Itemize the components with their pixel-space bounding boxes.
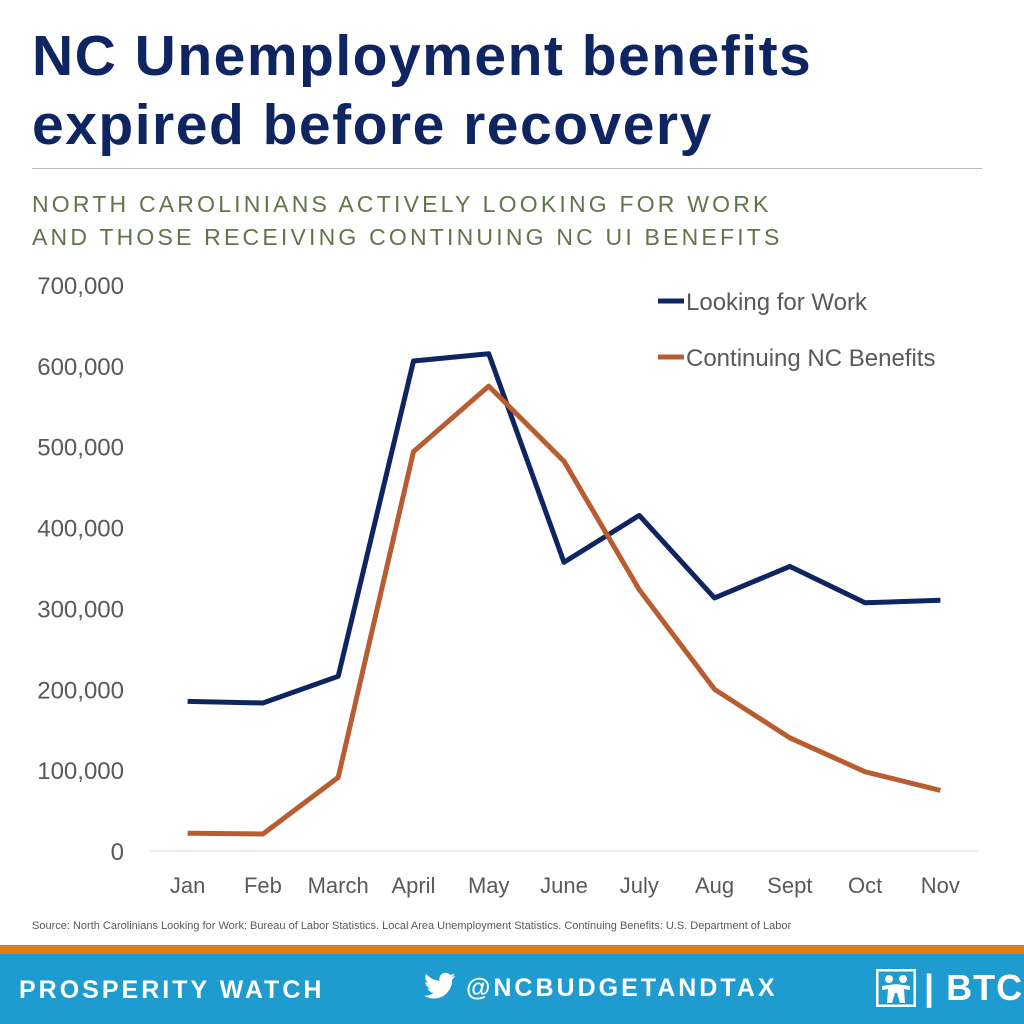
series-line-continuing-benefits <box>187 383 941 837</box>
x-tick-label: Oct <box>848 873 882 898</box>
btc-emblem-icon <box>876 969 916 1007</box>
y-axis: 0 100,000 200,000 300,000 400,000 500,000 600,… <box>37 273 124 866</box>
footer-bar: PROSPERITY WATCH @NCBUDGETANDTAX | BTC <box>0 954 1024 1024</box>
line-chart: 0 100,000 200,000 300,000 400,000 500,000 600,… <box>37 273 978 898</box>
legend: Looking for Work Continuing NC Benefits <box>658 289 935 372</box>
y-tick-label: 300,000 <box>37 596 124 623</box>
page-title: NC Unemployment benefits expired before … <box>32 24 813 157</box>
twitter-bird-icon <box>424 972 456 1005</box>
title-divider <box>32 168 982 169</box>
x-tick-label: March <box>308 873 369 898</box>
footer-handle-text: @NCBUDGETANDTAX <box>466 973 778 1002</box>
y-tick-label: 700,000 <box>37 273 124 300</box>
subtitle-line-1: NORTH CAROLINIANS ACTIVELY LOOKING FOR W… <box>32 191 772 217</box>
y-tick-label: 400,000 <box>37 516 124 543</box>
x-tick-label: April <box>391 873 435 898</box>
y-tick-label: 500,000 <box>37 435 124 462</box>
btc-logo-text: | BTC <box>924 967 1024 1008</box>
series-layer <box>187 351 941 837</box>
x-tick-label: May <box>468 873 510 898</box>
footer-accent-stripe <box>0 945 1024 954</box>
legend-label: Looking for Work <box>686 289 868 316</box>
footer-prosperity-watch: PROSPERITY WATCH <box>19 976 325 1004</box>
chart-subtitle: NORTH CAROLINIANS ACTIVELY LOOKING FOR W… <box>32 188 992 254</box>
x-tick-label: July <box>620 873 659 898</box>
y-tick-label: 100,000 <box>37 758 124 785</box>
legend-label: Continuing NC Benefits <box>686 345 935 372</box>
x-tick-label: Jan <box>170 873 205 898</box>
x-tick-label: June <box>540 873 588 898</box>
btc-logo: | BTC <box>876 967 1024 1008</box>
subtitle-line-2: AND THOSE RECEIVING CONTINUING NC UI BEN… <box>32 224 783 250</box>
source-note: Source: North Carolinians Looking for Wo… <box>32 920 792 932</box>
x-axis: Jan Feb March April May June July Aug Sept Oct Nov <box>170 873 960 898</box>
series-line-looking-for-work <box>187 351 941 706</box>
y-tick-label: 200,000 <box>37 677 124 704</box>
y-tick-label: 600,000 <box>37 354 124 381</box>
x-tick-label: Sept <box>767 873 812 898</box>
x-tick-label: Aug <box>695 873 734 898</box>
y-tick-label: 0 <box>111 839 124 866</box>
footer-twitter-handle-group[interactable]: @NCBUDGETANDTAX <box>424 970 778 1006</box>
x-tick-label: Feb <box>244 873 282 898</box>
x-tick-label: Nov <box>921 873 960 898</box>
